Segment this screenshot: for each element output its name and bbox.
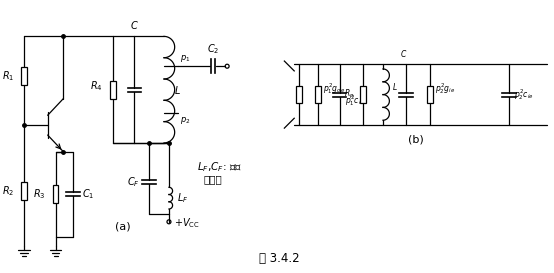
Text: $C$: $C$: [130, 19, 139, 31]
Bar: [360, 86, 366, 103]
Bar: [21, 182, 27, 200]
Text: $p_1^2 c_{oe}$: $p_1^2 c_{oe}$: [345, 93, 366, 108]
Text: $C_F$: $C_F$: [127, 176, 140, 189]
Bar: [427, 86, 433, 103]
Text: $C_2$: $C_2$: [207, 43, 219, 56]
Text: $L$: $L$: [392, 81, 398, 92]
Bar: [315, 86, 321, 103]
Text: 滤波器: 滤波器: [203, 174, 222, 184]
Text: $L$: $L$: [174, 84, 181, 96]
Text: $p_1$: $p_1$: [180, 53, 190, 64]
Bar: [21, 67, 27, 85]
Text: $L_F$: $L_F$: [177, 191, 188, 205]
Text: (a): (a): [115, 222, 130, 232]
Text: $R_4$: $R_4$: [90, 79, 103, 93]
Text: $R_p$: $R_p$: [344, 88, 355, 101]
Text: $p_1^2 g_{oe}$: $p_1^2 g_{oe}$: [323, 81, 345, 96]
Text: $L_F$,$C_F$: 低通: $L_F$,$C_F$: 低通: [197, 161, 242, 174]
Text: $R_2$: $R_2$: [2, 184, 14, 198]
Text: $+V_{\rm CC}$: $+V_{\rm CC}$: [174, 216, 200, 230]
Bar: [110, 81, 116, 99]
Text: $p_2^2 c_{ie}$: $p_2^2 c_{ie}$: [514, 87, 534, 102]
Text: $p_2^2 g_{ie}$: $p_2^2 g_{ie}$: [435, 81, 455, 96]
Text: $C$: $C$: [400, 48, 407, 59]
Text: (b): (b): [408, 135, 423, 145]
Bar: [53, 185, 59, 203]
Text: $R_1$: $R_1$: [2, 69, 14, 83]
Text: $p_2$: $p_2$: [180, 115, 191, 126]
Text: $C_1$: $C_1$: [82, 187, 95, 201]
Text: 图 3.4.2: 图 3.4.2: [259, 252, 300, 265]
Bar: [296, 86, 302, 103]
Text: $R_3$: $R_3$: [33, 187, 45, 201]
